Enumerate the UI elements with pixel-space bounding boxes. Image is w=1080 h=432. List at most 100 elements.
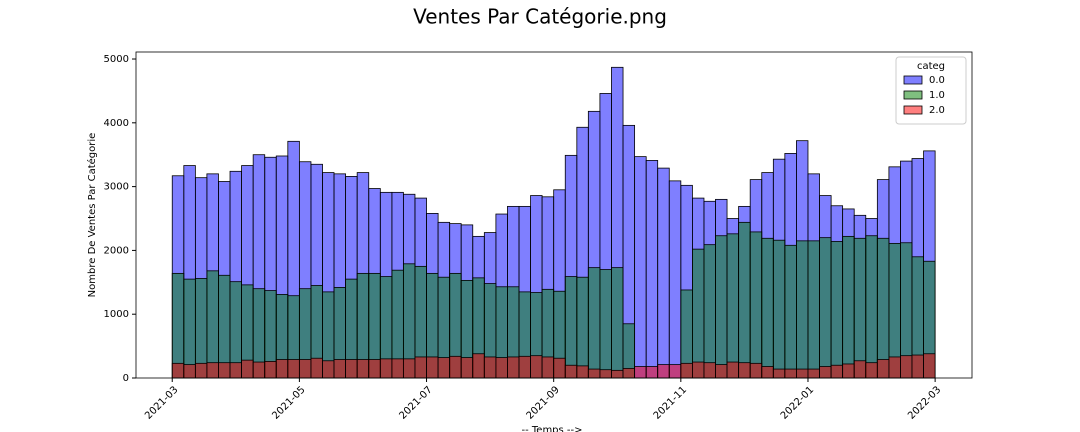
bar	[622, 368, 636, 379]
bar	[587, 267, 601, 379]
bar	[830, 364, 844, 379]
legend-label: 1.0	[929, 90, 945, 101]
bar	[275, 359, 289, 379]
bar	[761, 237, 774, 379]
bar	[564, 276, 578, 379]
x-tick-label: 2021-03	[143, 384, 180, 421]
bar	[923, 353, 936, 379]
bar	[738, 221, 751, 379]
bar	[587, 368, 601, 379]
bar	[287, 359, 300, 379]
legend-title: categ	[917, 61, 945, 72]
bar	[541, 356, 555, 379]
bar	[772, 239, 786, 379]
bar	[402, 358, 416, 379]
x-axis-label: -- Temps -->	[521, 425, 582, 432]
bar	[437, 357, 451, 379]
bar	[761, 366, 774, 379]
bar	[518, 355, 531, 379]
bar	[472, 353, 485, 379]
legend-swatch	[903, 75, 923, 85]
bar	[703, 362, 716, 379]
bar	[807, 368, 820, 379]
legend-swatch	[903, 90, 923, 100]
bar	[876, 237, 890, 379]
bar	[368, 359, 381, 379]
bar	[715, 235, 728, 379]
bar	[668, 364, 682, 379]
bar	[876, 359, 890, 379]
y-tick-label: 0	[123, 373, 129, 384]
bar	[611, 267, 624, 379]
bar	[483, 356, 497, 379]
bar	[171, 362, 185, 379]
y-tick-label: 3000	[104, 182, 129, 193]
bar	[634, 156, 647, 379]
bar	[379, 358, 393, 379]
bar	[657, 167, 670, 379]
y-tick-label: 4000	[104, 118, 129, 129]
bar	[703, 244, 716, 379]
bar	[183, 278, 196, 379]
bar	[322, 360, 335, 379]
bar	[194, 362, 208, 379]
bar	[206, 270, 219, 379]
legend-swatch	[903, 105, 923, 115]
bar	[819, 237, 832, 379]
bar	[738, 362, 751, 379]
y-tick-label: 5000	[104, 54, 129, 65]
bar	[807, 240, 820, 379]
bar	[830, 241, 844, 379]
y-axis-label: Nombre De Ventes Par Catégorie	[86, 133, 98, 298]
bar	[911, 354, 924, 379]
bar	[345, 359, 358, 379]
chart-title: Ventes Par Catégorie.png	[413, 5, 667, 29]
bar	[356, 359, 370, 379]
x-tick-label: 2021-11	[652, 384, 689, 421]
bar	[692, 361, 705, 379]
y-tick-label: 1000	[104, 309, 129, 320]
bar	[310, 357, 323, 379]
bar	[842, 235, 855, 379]
bar	[495, 357, 508, 379]
bar	[414, 356, 427, 379]
legend-label: 2.0	[929, 105, 945, 116]
bar	[772, 368, 786, 379]
bar	[865, 235, 878, 379]
bar	[900, 355, 913, 379]
bar	[530, 355, 543, 379]
legend-label: 0.0	[929, 75, 945, 86]
bar	[726, 361, 740, 379]
bar	[599, 269, 612, 379]
bar	[426, 356, 439, 379]
bar	[853, 360, 867, 379]
x-tick-label: 2021-05	[270, 384, 307, 421]
bar	[333, 359, 347, 379]
bar	[611, 369, 624, 379]
bar	[796, 368, 809, 379]
bar	[749, 362, 763, 379]
bar	[796, 240, 809, 379]
bar	[680, 362, 693, 379]
bar	[668, 180, 682, 379]
bar	[634, 366, 647, 379]
x-tick-label: 2021-07	[397, 384, 434, 421]
bar	[888, 356, 901, 379]
bar	[449, 355, 462, 379]
legend: categ 0.0 1.0 2.0	[895, 56, 967, 125]
bar	[645, 366, 659, 379]
y-tick-label: 2000	[104, 245, 129, 256]
bar	[784, 368, 797, 379]
bar	[264, 361, 277, 379]
bar	[853, 237, 867, 379]
bar	[218, 362, 231, 379]
bar	[726, 233, 740, 379]
bar	[576, 365, 589, 379]
bar	[749, 231, 763, 379]
bar	[657, 364, 670, 379]
bar	[576, 276, 589, 379]
bar	[819, 366, 832, 379]
bar	[298, 359, 312, 379]
bar	[553, 357, 566, 379]
